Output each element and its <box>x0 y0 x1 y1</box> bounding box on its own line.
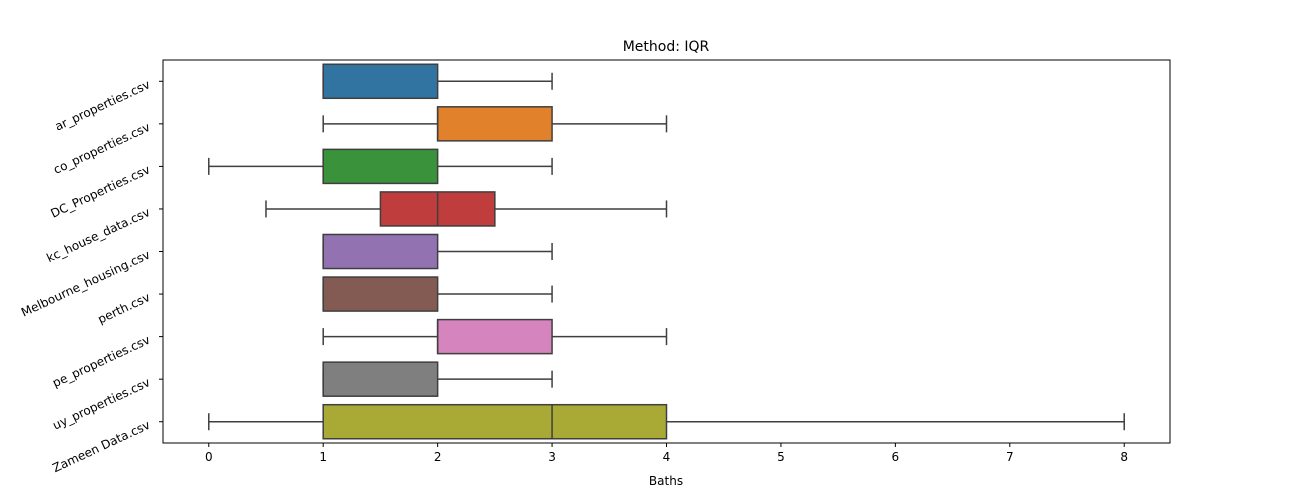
box <box>322 276 439 312</box>
x-tick-label: 4 <box>663 450 671 464</box>
box <box>436 106 553 142</box>
x-tick-label: 0 <box>205 450 213 464</box>
y-tick-label: perth.csv <box>96 290 153 326</box>
x-tick-label: 5 <box>777 450 785 464</box>
box <box>322 63 439 100</box>
x-axis-label: Baths <box>649 474 683 488</box>
x-tick-label: 8 <box>1120 450 1128 464</box>
box <box>322 233 439 270</box>
x-tick-label: 3 <box>548 450 556 464</box>
chart-title: Method: IQR <box>623 39 710 55</box>
box <box>322 148 439 185</box>
x-tick-label: 6 <box>892 450 900 464</box>
x-tick-label: 7 <box>1006 450 1014 464</box>
box <box>436 318 553 355</box>
plot-area: 0 1 2 3 4 5 6 7 8ar_properties.csvco_properties.… <box>19 59 1171 475</box>
box <box>322 403 668 440</box>
box <box>322 361 439 397</box>
x-tick-label: 1 <box>319 450 327 464</box>
x-tick-label: 2 <box>434 450 442 464</box>
